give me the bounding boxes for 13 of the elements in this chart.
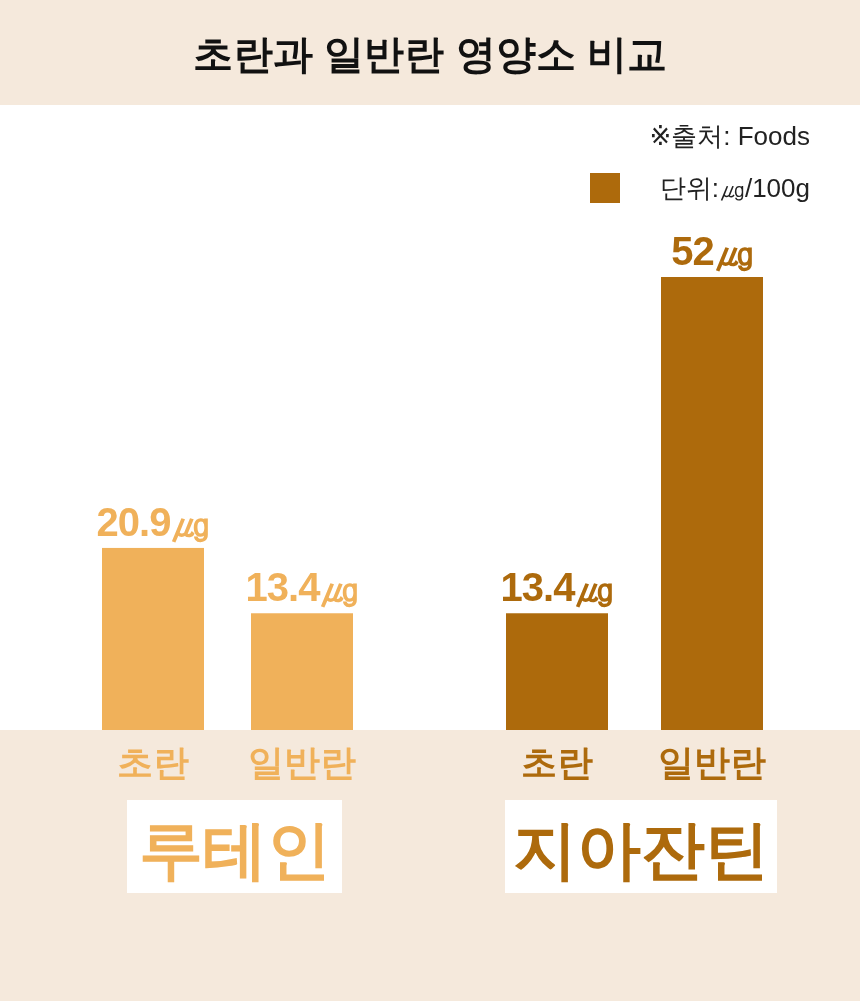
chart-title: 초란과 일반란 영양소 비교 [193, 32, 667, 76]
x-tick-label: 일반란 [658, 742, 766, 783]
data-label: 52㎍ [671, 229, 753, 273]
text: 루테인 [138, 814, 331, 886]
x-tick-label: 초란 [117, 742, 189, 783]
data-label: 13.4㎍ [500, 565, 614, 610]
x-tick-label: 일반란 [248, 742, 356, 783]
text: ※출처: Foods [649, 121, 810, 151]
data-label: 13.4㎍ [245, 565, 359, 610]
text: 단위:㎍/100g [659, 173, 810, 203]
x-tick-label: 초란 [521, 742, 593, 783]
data-label: 20.9㎍ [96, 499, 210, 544]
text: 지아잔틴 [513, 814, 769, 886]
